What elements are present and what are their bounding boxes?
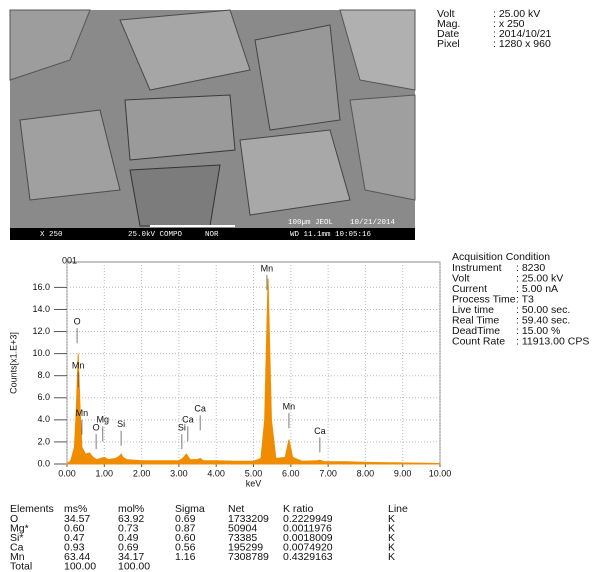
page: X 250 25.0kV COMPO NOR WD 11.1mm 10:05:16 10…	[0, 0, 616, 572]
peak-label: O	[74, 317, 81, 327]
table-cell: K	[388, 551, 395, 563]
sem-caption: X 250	[40, 231, 63, 239]
peak-label: Ca	[314, 426, 326, 436]
y-tick-label: 6.0	[37, 392, 50, 402]
peak-label: Ca	[194, 404, 206, 414]
table-cell: 7308789	[228, 551, 269, 563]
peak-label: Mg	[97, 415, 110, 425]
x-tick-label: 0.00	[58, 468, 76, 478]
y-tick-label: 16.0	[32, 282, 50, 292]
table-cell: 100.00	[118, 560, 150, 572]
sem-scale-text: 10/21/2014	[350, 219, 396, 227]
peak-label: Ca	[182, 415, 194, 425]
y-tick-label: 14.0	[32, 304, 50, 314]
y-tick-label: 0.0	[37, 458, 50, 468]
report: X 250 25.0kV COMPO NOR WD 11.1mm 10:05:16 10…	[0, 0, 616, 572]
y-tick-label: 10.0	[32, 348, 50, 358]
acquisition-value: : 11913.00 CPS	[516, 335, 589, 347]
sem-caption: 25.0kV COMPO	[128, 231, 183, 239]
chart-title: 001	[62, 255, 77, 265]
table-cell: 100.00	[64, 560, 96, 572]
x-tick-label: 2.00	[133, 468, 151, 478]
table-cell: Total	[10, 560, 32, 572]
peak-label: Mn	[72, 361, 85, 371]
x-tick-label: 1.00	[96, 468, 114, 478]
sem-caption: WD 11.1mm 10:05:16	[290, 231, 372, 239]
sem-image	[10, 10, 415, 240]
meta-label: Pixel	[437, 38, 460, 50]
x-tick-label: 10.00	[429, 468, 452, 478]
x-tick-label: 4.00	[207, 468, 225, 478]
y-tick-label: 2.0	[37, 436, 50, 446]
y-tick-label: 4.0	[37, 414, 50, 424]
x-axis-label: keV	[246, 478, 262, 488]
peak-label: Si	[117, 419, 125, 429]
acquisition-label: Count Rate	[452, 335, 505, 347]
x-tick-label: 7.00	[319, 468, 337, 478]
meta-value: : 1280 x 960	[493, 38, 551, 50]
peak-label: Mn	[261, 264, 274, 274]
y-axis-label: Counts[x1.E+3]	[8, 332, 18, 394]
y-tick-label: 12.0	[32, 326, 50, 336]
sem-caption: NOR	[205, 231, 219, 239]
table-cell: 1.16	[175, 551, 196, 563]
y-tick-label: 8.0	[37, 370, 50, 380]
x-tick-label: 8.00	[357, 468, 375, 478]
x-tick-label: 6.00	[282, 468, 300, 478]
table-cell: 0.4329163	[283, 551, 333, 563]
x-tick-label: 9.00	[394, 468, 412, 478]
sem-scale-text: 100µm JEOL	[288, 219, 334, 227]
x-tick-label: 3.00	[170, 468, 188, 478]
x-tick-label: 5.00	[245, 468, 263, 478]
peak-label: Mn	[76, 408, 89, 418]
peak-label: Mn	[283, 401, 296, 411]
